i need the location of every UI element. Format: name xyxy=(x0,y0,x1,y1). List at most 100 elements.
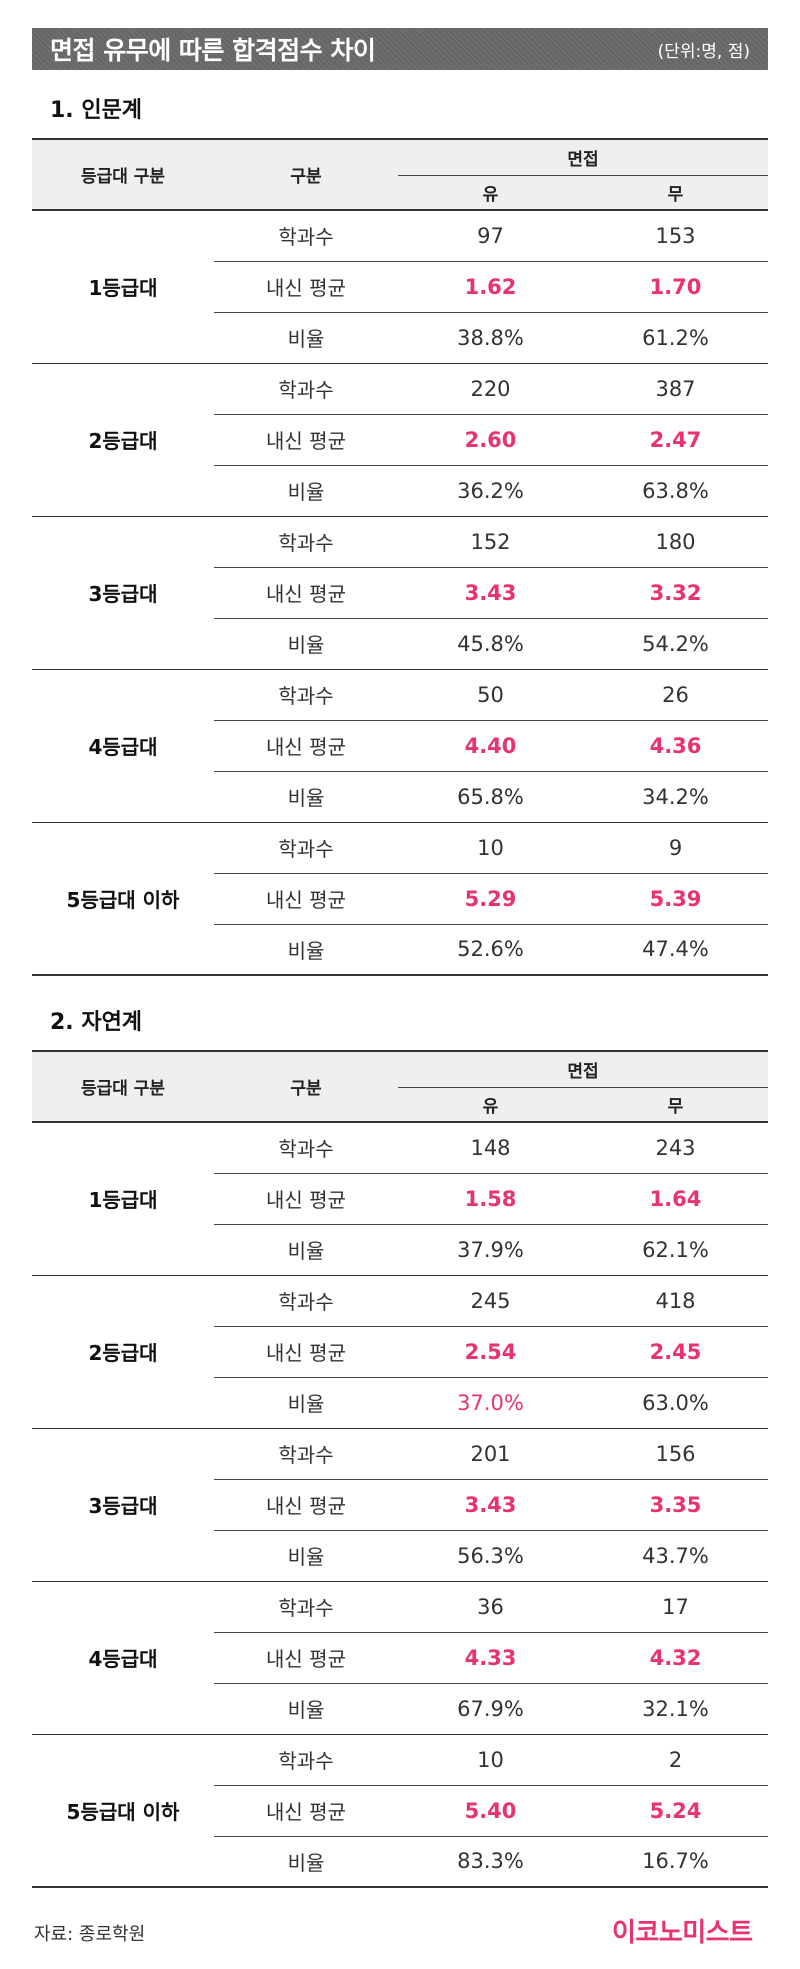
table-row: 비율 37.0% 63.0% xyxy=(32,1376,768,1428)
interview-no-value: 62.1% xyxy=(583,1223,768,1275)
row-label: 내신 평균 xyxy=(214,260,398,312)
grade-cell: 2등급대 xyxy=(32,1274,214,1428)
table-row: 비율 65.8% 34.2% xyxy=(32,770,768,822)
interview-yes-value: 3.43 xyxy=(398,566,583,618)
table-row: 5등급대 이하 학과수 10 9 xyxy=(32,821,768,975)
interview-yes-value: 52.6% xyxy=(398,923,583,975)
table-row: 내신 평균 2.54 2.45 xyxy=(32,1325,768,1377)
interview-no-value: 180 xyxy=(583,515,768,567)
interview-no-value: 32.1% xyxy=(583,1682,768,1734)
table-row: 1등급대 학과수 97 153 xyxy=(32,210,768,301)
interview-no-value: 54.2% xyxy=(583,617,768,669)
interview-no-value: 63.8% xyxy=(583,464,768,516)
section-title-humanities: 1. 인문계 xyxy=(50,98,143,123)
row-label: 내신 평균 xyxy=(214,1172,398,1224)
table-row: 2등급대 학과수 245 418 xyxy=(32,1274,768,1428)
page-title: 면접 유무에 따른 합격점수 차이 xyxy=(50,36,376,65)
table-row: 4등급대 학과수 36 17 xyxy=(32,1580,768,1734)
table-row: 내신 평균 5.40 5.24 xyxy=(32,1784,768,1836)
row-label: 학과수 xyxy=(214,1580,398,1632)
table-row: 5등급대 이하 학과수 10 2 xyxy=(32,1733,768,1887)
row-label: 비율 xyxy=(214,1376,398,1428)
category-column-header: 구분 xyxy=(214,1051,398,1122)
table-row: 3등급대 학과수 152 180 xyxy=(32,515,768,669)
interview-no-value: 387 xyxy=(583,362,768,414)
interview-yes-value: 56.3% xyxy=(398,1529,583,1581)
interview-no-value: 43.7% xyxy=(583,1529,768,1581)
interview-yes-value: 2.54 xyxy=(398,1325,583,1377)
row-label: 비율 xyxy=(214,1835,398,1887)
table-row: 내신 평균 5.29 5.39 xyxy=(32,872,768,924)
interview-column-header: 면접 xyxy=(398,1051,768,1088)
interview-yes-value: 67.9% xyxy=(398,1682,583,1734)
grade-cell: 1등급대 xyxy=(88,276,158,301)
interview-no-value: 1.70 xyxy=(583,260,768,312)
table-row: 2등급대 학과수 220 387 xyxy=(32,362,768,516)
interview-no-value: 4.32 xyxy=(583,1631,768,1683)
row-label: 내신 평균 xyxy=(214,872,398,924)
interview-yes-value: 38.8% xyxy=(398,311,583,363)
table-row: 내신 평균 3.43 3.32 xyxy=(32,566,768,618)
table-row: 4등급대 학과수 50 26 xyxy=(32,668,768,822)
row-label: 비율 xyxy=(214,1529,398,1581)
table-row: 내신 평균 1.62 1.70 xyxy=(32,260,768,312)
row-label: 학과수 xyxy=(214,821,398,873)
table-row: 1등급대 학과수 148 243 xyxy=(32,1122,768,1213)
interview-yes-value: 220 xyxy=(398,362,583,414)
interview-no-value: 2 xyxy=(583,1733,768,1785)
row-label: 내신 평균 xyxy=(214,1784,398,1836)
interview-no-value: 16.7% xyxy=(583,1835,768,1887)
table-row: 비율 36.2% 63.8% xyxy=(32,464,768,516)
row-label: 비율 xyxy=(214,923,398,975)
grade-cell: 4등급대 xyxy=(32,668,214,822)
interview-no-header: 무 xyxy=(583,1087,768,1122)
section-title-natural-sciences: 2. 자연계 xyxy=(50,1010,143,1035)
interview-yes-value: 2.60 xyxy=(398,413,583,465)
interview-no-value: 418 xyxy=(583,1274,768,1326)
row-label: 내신 평균 xyxy=(214,1631,398,1683)
interview-yes-value: 245 xyxy=(398,1274,583,1326)
interview-yes-value: 10 xyxy=(398,821,583,873)
grade-cell: 3등급대 xyxy=(32,515,214,669)
grade-cell: 5등급대 이하 xyxy=(32,821,214,975)
interview-no-header: 무 xyxy=(583,175,768,210)
interview-no-value: 5.39 xyxy=(583,872,768,924)
unit-label: (단위:명, 점) xyxy=(657,41,750,62)
title-bar: 면접 유무에 따른 합격점수 차이 (단위:명, 점) xyxy=(32,28,768,70)
interview-no-value: 243 xyxy=(655,1135,696,1160)
row-label: 비율 xyxy=(214,1682,398,1734)
table-row: 비율 45.8% 54.2% xyxy=(32,617,768,669)
row-label: 학과수 xyxy=(214,515,398,567)
table-row: 내신 평균 3.43 3.35 xyxy=(32,1478,768,1530)
table-row: 비율 67.9% 32.1% xyxy=(32,1682,768,1734)
row-label: 내신 평균 xyxy=(214,566,398,618)
interview-no-value: 26 xyxy=(583,668,768,720)
interview-column-header: 면접 xyxy=(398,139,768,176)
interview-yes-value: 3.43 xyxy=(398,1478,583,1530)
interview-no-value: 4.36 xyxy=(583,719,768,771)
interview-yes-value: 152 xyxy=(398,515,583,567)
interview-yes-value: 148 xyxy=(470,1135,511,1160)
grade-column-header: 등급대 구분 xyxy=(32,1051,214,1122)
row-label: 학과수 xyxy=(214,1427,398,1479)
grade-cell: 2등급대 xyxy=(32,362,214,516)
interview-no-value: 153 xyxy=(655,223,696,248)
grade-column-header: 등급대 구분 xyxy=(32,139,214,210)
interview-yes-value: 50 xyxy=(398,668,583,720)
interview-yes-value: 4.40 xyxy=(398,719,583,771)
table-row: 내신 평균 2.60 2.47 xyxy=(32,413,768,465)
row-label: 비율 xyxy=(214,464,398,516)
humanities-table: 등급대 구분 구분 면접 유 무 1등급대 학과수 97 153 내신 평균 1.62 1.… xyxy=(32,138,768,976)
row-label: 학과수 xyxy=(214,1274,398,1326)
interview-yes-value: 65.8% xyxy=(398,770,583,822)
row-label: 비율 xyxy=(214,311,398,363)
interview-yes-value: 10 xyxy=(398,1733,583,1785)
table-row: 비율 83.3% 16.7% xyxy=(32,1835,768,1887)
interview-yes-value: 5.40 xyxy=(398,1784,583,1836)
interview-yes-value: 45.8% xyxy=(398,617,583,669)
interview-yes-value: 83.3% xyxy=(398,1835,583,1887)
grade-cell: 4등급대 xyxy=(32,1580,214,1734)
category-column-header: 구분 xyxy=(214,139,398,210)
row-label: 비율 xyxy=(214,770,398,822)
table-row: 비율 37.9% 62.1% xyxy=(32,1223,768,1275)
